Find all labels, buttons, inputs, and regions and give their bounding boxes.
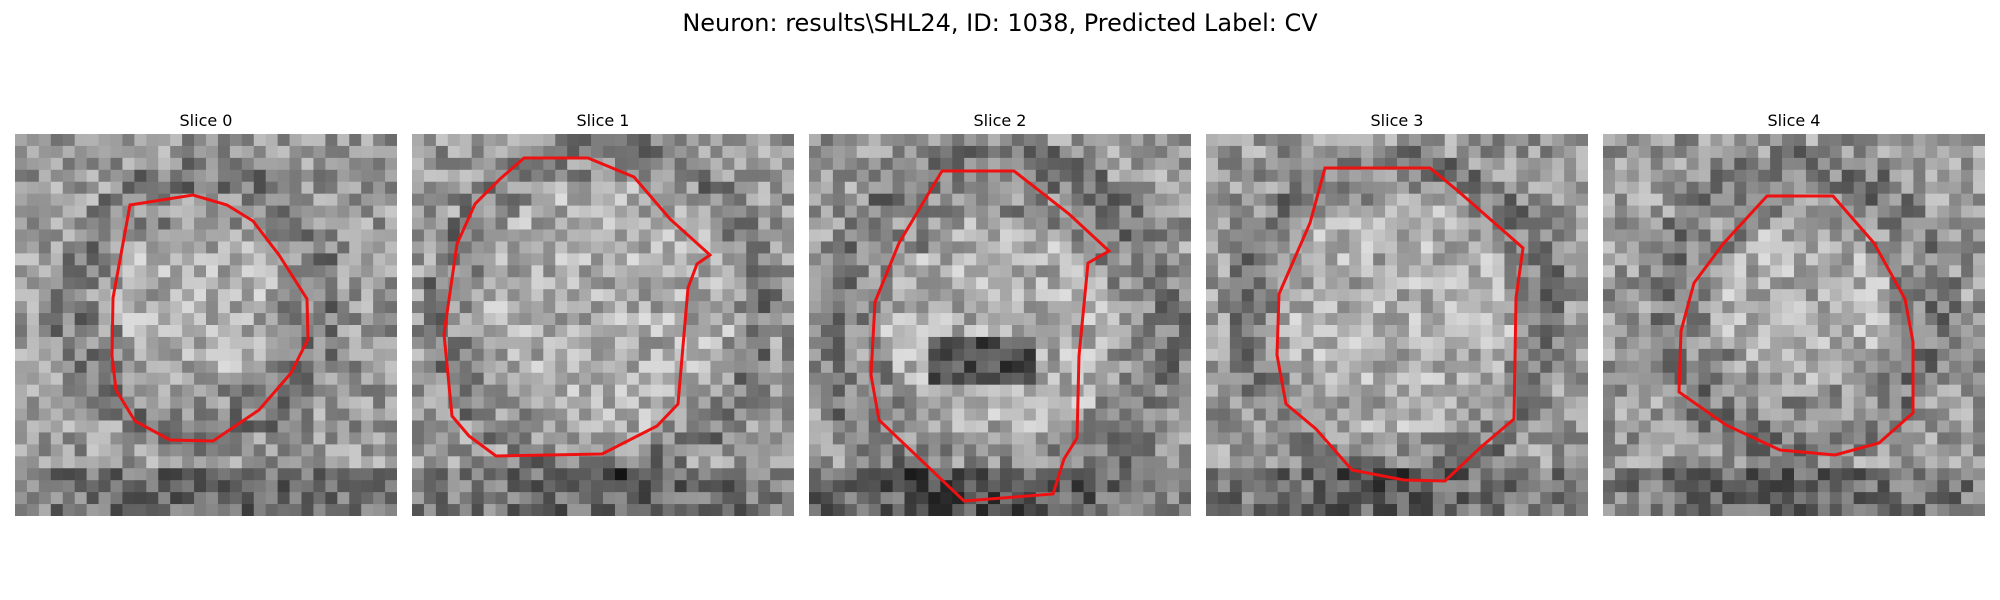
slice-panel-4: Slice 4 bbox=[1603, 110, 1985, 516]
contour-outline bbox=[1677, 194, 1915, 457]
slice-title: Slice 4 bbox=[1767, 111, 1821, 130]
slice-title: Slice 1 bbox=[576, 111, 630, 130]
contour-outline bbox=[869, 169, 1112, 503]
figure-title: Neuron: results\SHL24, ID: 1038, Predict… bbox=[682, 9, 1318, 37]
slice-title: Slice 3 bbox=[1370, 111, 1424, 130]
grayscale-pixels bbox=[1603, 134, 1985, 516]
slice-panel-2: Slice 2 bbox=[809, 110, 1191, 516]
slice-panel-1: Slice 1 bbox=[412, 110, 794, 516]
slice-title: Slice 2 bbox=[973, 111, 1027, 130]
grayscale-pixels bbox=[412, 134, 794, 516]
contour-outline bbox=[110, 193, 310, 443]
slice-image bbox=[15, 134, 397, 516]
grayscale-pixels bbox=[1206, 134, 1588, 516]
slice-title: Slice 0 bbox=[179, 111, 233, 130]
slice-panel-0: Slice 0 bbox=[15, 110, 397, 516]
grayscale-pixels bbox=[15, 134, 397, 516]
contour-outline bbox=[1275, 166, 1525, 483]
grayscale-pixels bbox=[809, 134, 1191, 516]
slice-image bbox=[809, 134, 1191, 516]
slice-image bbox=[1603, 134, 1985, 516]
slice-panel-3: Slice 3 bbox=[1206, 110, 1588, 516]
slice-image bbox=[412, 134, 794, 516]
slice-image bbox=[1206, 134, 1588, 516]
contour-outline bbox=[442, 156, 713, 458]
